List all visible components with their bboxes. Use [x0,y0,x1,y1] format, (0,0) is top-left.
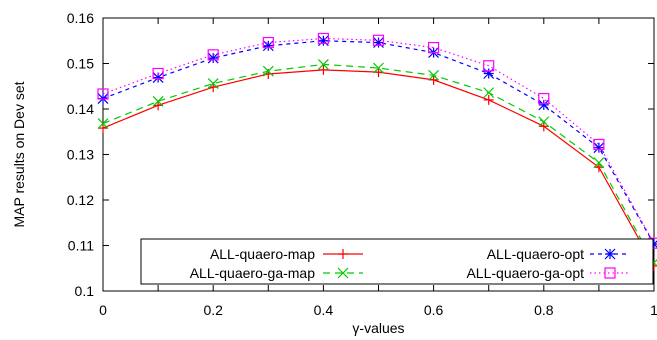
y-tick-label: 0.15 [67,56,94,72]
data-point [373,37,384,48]
x-tick-label: 1 [650,302,657,318]
series-layer [97,32,657,271]
y-tick-label: 0.16 [67,10,94,26]
legend-label: ALL-quaero-opt [487,246,584,262]
data-point [207,49,219,61]
data-point [152,95,164,107]
series-line [102,63,655,264]
series-line [102,40,655,245]
data-point [593,157,605,169]
data-point [152,67,164,80]
data-point [538,99,550,111]
x-tick-label: 0 [99,302,107,318]
data-point [428,69,440,81]
series-line [102,69,655,267]
data-point [317,35,329,47]
series-2 [97,58,657,269]
data-point [593,138,605,151]
data-point [97,88,109,100]
data-point [538,92,550,105]
data-point [262,65,274,77]
x-axis-label: γ-values [352,320,404,336]
axes: 0.1 0.11 0.12 0.13 0.14 0.15 0.16 0 0.2 0.4 0.6 0.8… [67,10,657,318]
data-point [262,36,274,49]
x-tick-label: 0.4 [314,302,334,318]
data-point [428,41,440,54]
data-point [207,52,219,64]
legend-box [140,238,654,285]
data-point [593,142,605,154]
y-tick-label: 0.14 [67,101,94,117]
data-point [152,72,164,84]
legend-label: ALL-quaero-ga-map [190,265,316,281]
legend-marker [604,267,616,279]
x-tick-label: 0.6 [424,302,444,318]
legend-label: ALL-quaero-map [210,246,315,262]
data-point [317,58,329,70]
data-point [483,87,495,99]
data-point [373,62,384,74]
data-point [317,32,329,45]
x-tick-label: 0.2 [203,302,223,318]
legend: ALL-quaero-map ALL-quaero-ga-map ALL-quaer… [140,238,654,285]
series-4 [97,32,657,249]
y-tick-label: 0.13 [67,147,94,163]
legend-label: ALL-quaero-ga-opt [466,265,584,281]
y-axis-label: MAP results on Dev set [11,81,27,227]
data-point [207,78,219,89]
x-tick-label: 0.8 [534,302,554,318]
data-point [372,34,385,46]
data-point [483,60,495,72]
y-tick-label: 0.11 [68,238,94,254]
y-tick-label: 0.12 [67,192,94,208]
series-line [102,37,655,244]
legend-marker [337,267,349,279]
data-point [97,118,109,129]
data-point [538,116,550,128]
legend-marker [604,248,616,260]
y-tick-label: 0.1 [75,283,95,299]
